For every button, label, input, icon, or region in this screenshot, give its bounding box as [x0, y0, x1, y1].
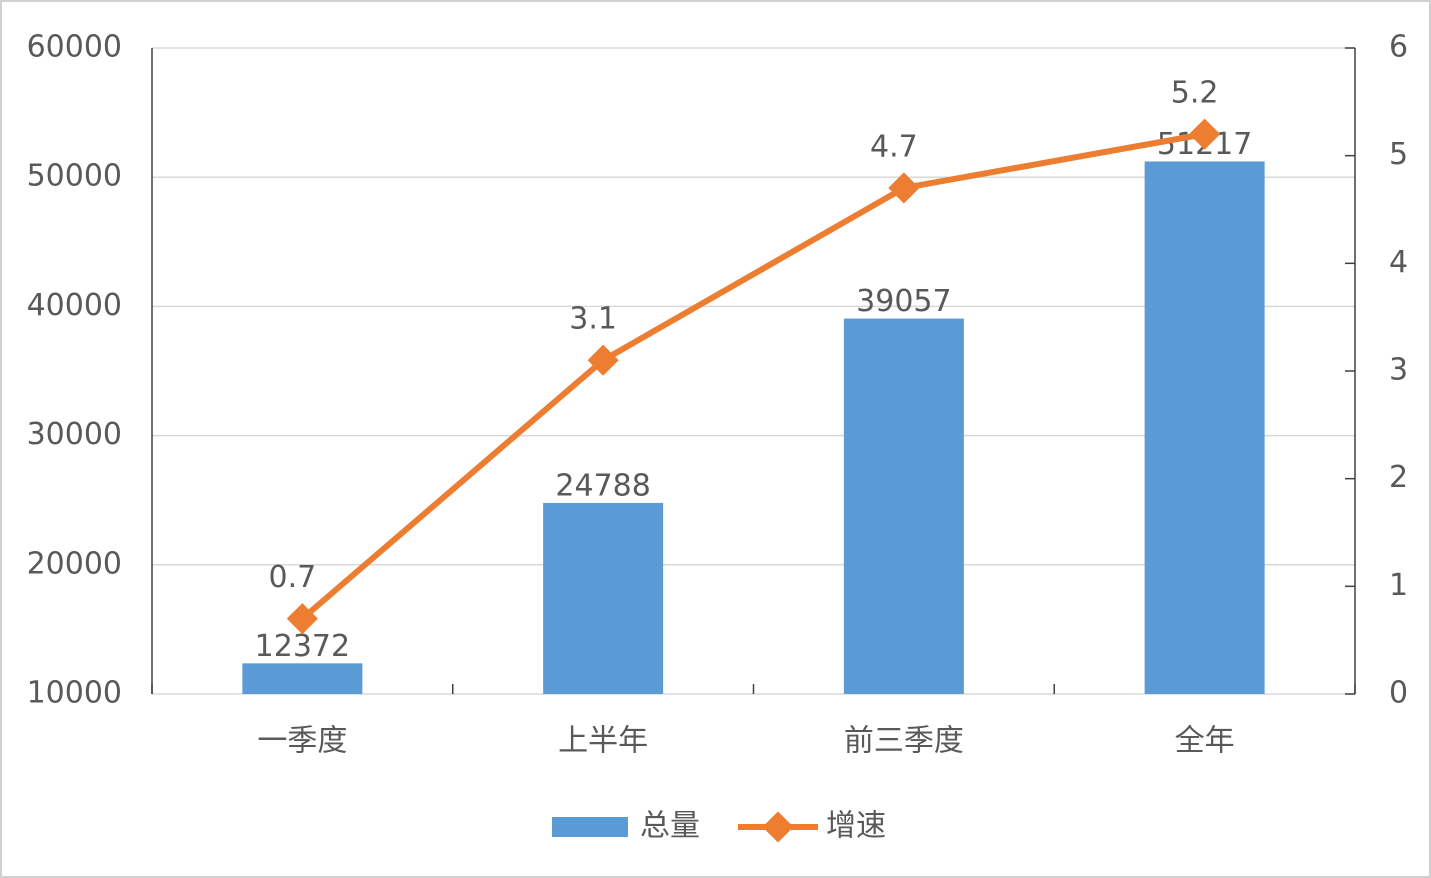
marker [587, 344, 619, 376]
y-tick-label: 20000 [27, 546, 122, 581]
y2-tick-label: 6 [1389, 30, 1408, 65]
bar-value-label: 39057 [856, 284, 951, 319]
y2-tick-label: 0 [1389, 676, 1408, 711]
bar-value-label: 24788 [555, 468, 650, 503]
y-tick-label: 30000 [27, 417, 122, 452]
legend-swatch [552, 817, 628, 837]
line-value-label: 4.7 [870, 129, 918, 164]
y-tick-label: 60000 [27, 30, 122, 65]
bar [1144, 161, 1265, 694]
marker [286, 603, 318, 635]
line [300, 131, 1206, 621]
y2-tick-label: 3 [1389, 353, 1408, 388]
legend-label: 增速 [826, 809, 886, 844]
y2-tick-label: 4 [1389, 245, 1408, 280]
y2-tick-label: 1 [1389, 568, 1408, 603]
bar [843, 318, 964, 694]
line-value-label: 3.1 [569, 302, 617, 337]
bar-value-label: 12372 [255, 629, 350, 664]
y2-tick-label: 2 [1389, 460, 1408, 495]
y-tick-label: 40000 [27, 288, 122, 323]
y-tick-label: 10000 [27, 676, 122, 711]
y2-tick-label: 5 [1389, 137, 1408, 172]
line-value-label: 0.7 [269, 560, 317, 595]
x-tick-label: 上半年 [558, 724, 648, 759]
y-tick-label: 50000 [27, 159, 122, 194]
line-value-label: 5.2 [1171, 76, 1219, 111]
legend-label: 总量 [640, 809, 700, 844]
bar [242, 663, 363, 694]
x-tick-label: 前三季度 [844, 724, 964, 759]
bar [543, 502, 664, 694]
x-tick-label: 一季度 [257, 724, 347, 759]
x-tick-label: 全年 [1175, 724, 1235, 759]
